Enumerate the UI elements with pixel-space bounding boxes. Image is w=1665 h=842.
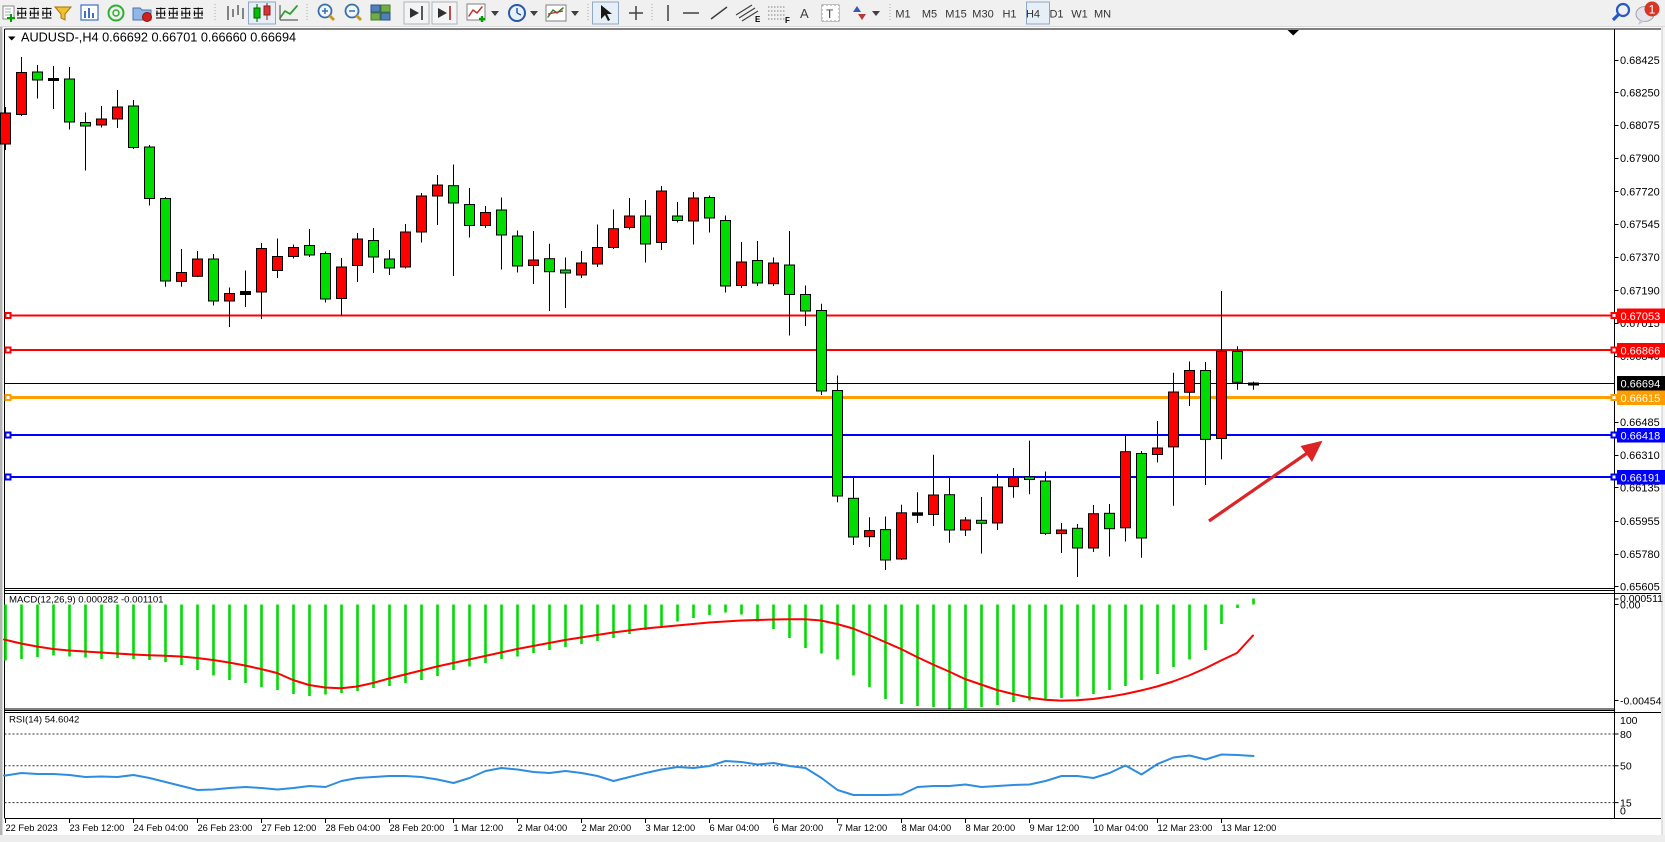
svg-text:0.66485: 0.66485 <box>1620 417 1660 429</box>
svg-text:28 Feb 20:00: 28 Feb 20:00 <box>390 823 445 833</box>
svg-text:E: E <box>755 15 761 24</box>
svg-text:H4: H4 <box>1026 9 1040 21</box>
svg-text:F: F <box>785 16 790 25</box>
svg-text:D1: D1 <box>1049 9 1063 21</box>
svg-text:0.00: 0.00 <box>1620 600 1641 612</box>
svg-text:6 Mar 04:00: 6 Mar 04:00 <box>710 823 760 833</box>
svg-text:H1: H1 <box>1002 9 1016 21</box>
svg-text:28 Feb 04:00: 28 Feb 04:00 <box>326 823 381 833</box>
svg-text:A: A <box>800 6 809 21</box>
svg-text:15: 15 <box>1620 797 1632 809</box>
svg-text:2 Mar 04:00: 2 Mar 04:00 <box>518 823 568 833</box>
svg-text:0.65780: 0.65780 <box>1620 549 1660 561</box>
svg-text:M5: M5 <box>922 9 937 21</box>
svg-text:0.68250: 0.68250 <box>1620 88 1660 100</box>
svg-text:0.66191: 0.66191 <box>1621 473 1661 485</box>
svg-text:12 Mar 23:00: 12 Mar 23:00 <box>1158 823 1213 833</box>
svg-text:0.67370: 0.67370 <box>1620 252 1660 264</box>
svg-text:80: 80 <box>1620 729 1632 741</box>
svg-text:0.65605: 0.65605 <box>1620 582 1660 594</box>
svg-text:RSI(14) 54.6042: RSI(14) 54.6042 <box>9 715 79 726</box>
svg-text:0.68425: 0.68425 <box>1620 55 1660 67</box>
svg-text:24 Feb 04:00: 24 Feb 04:00 <box>134 823 189 833</box>
svg-text:22 Feb 2023: 22 Feb 2023 <box>6 823 58 833</box>
svg-text:0.65955: 0.65955 <box>1620 516 1660 528</box>
svg-text:1 Mar 12:00: 1 Mar 12:00 <box>454 823 504 833</box>
svg-text:13 Mar 12:00: 13 Mar 12:00 <box>1222 823 1277 833</box>
svg-text:0.67190: 0.67190 <box>1620 286 1660 298</box>
svg-text:2 Mar 20:00: 2 Mar 20:00 <box>582 823 632 833</box>
svg-text:AUDUSD-,H4 0.66692 0.66701 0.: AUDUSD-,H4 0.66692 0.66701 0.66660 0.666… <box>21 31 296 45</box>
svg-text:3 Mar 12:00: 3 Mar 12:00 <box>646 823 696 833</box>
svg-text:0.67720: 0.67720 <box>1620 187 1660 199</box>
svg-text:0: 0 <box>1620 806 1626 818</box>
svg-text:MACD(12,26,9) 0.000282 -0.0011: MACD(12,26,9) 0.000282 -0.001101 <box>9 595 164 606</box>
svg-text:0.66310: 0.66310 <box>1620 450 1660 462</box>
svg-text:6 Mar 20:00: 6 Mar 20:00 <box>774 823 824 833</box>
svg-text:50: 50 <box>1620 761 1632 773</box>
svg-text:-0.00454: -0.00454 <box>1620 696 1662 708</box>
svg-text:MN: MN <box>1094 9 1111 21</box>
svg-text:0.66418: 0.66418 <box>1621 431 1661 443</box>
svg-text:0.68075: 0.68075 <box>1620 120 1660 132</box>
svg-text:10 Mar 04:00: 10 Mar 04:00 <box>1094 823 1149 833</box>
svg-text:23 Feb 12:00: 23 Feb 12:00 <box>70 823 125 833</box>
svg-text:1: 1 <box>1649 3 1656 17</box>
svg-text:W1: W1 <box>1071 9 1088 21</box>
svg-text:M15: M15 <box>945 9 966 21</box>
svg-text:7 Mar 12:00: 7 Mar 12:00 <box>838 823 888 833</box>
svg-text:100: 100 <box>1620 715 1638 727</box>
svg-text:26 Feb 23:00: 26 Feb 23:00 <box>198 823 253 833</box>
svg-text:27 Feb 12:00: 27 Feb 12:00 <box>262 823 317 833</box>
svg-text:0.66135: 0.66135 <box>1620 483 1660 495</box>
svg-text:0.66866: 0.66866 <box>1621 346 1661 358</box>
svg-text:0.66694: 0.66694 <box>1621 379 1661 391</box>
svg-text:0.67053: 0.67053 <box>1621 311 1661 323</box>
svg-text:9 Mar 12:00: 9 Mar 12:00 <box>1030 823 1080 833</box>
svg-text:M30: M30 <box>972 9 993 21</box>
svg-text:0.67900: 0.67900 <box>1620 153 1660 165</box>
svg-text:T: T <box>826 7 834 21</box>
svg-text:M1: M1 <box>895 9 910 21</box>
svg-text:8 Mar 20:00: 8 Mar 20:00 <box>966 823 1016 833</box>
svg-text:8 Mar 04:00: 8 Mar 04:00 <box>902 823 952 833</box>
svg-text:0.66615: 0.66615 <box>1621 393 1661 405</box>
svg-text:0.67545: 0.67545 <box>1620 219 1660 231</box>
svg-text:0.000511: 0.000511 <box>1620 593 1663 605</box>
